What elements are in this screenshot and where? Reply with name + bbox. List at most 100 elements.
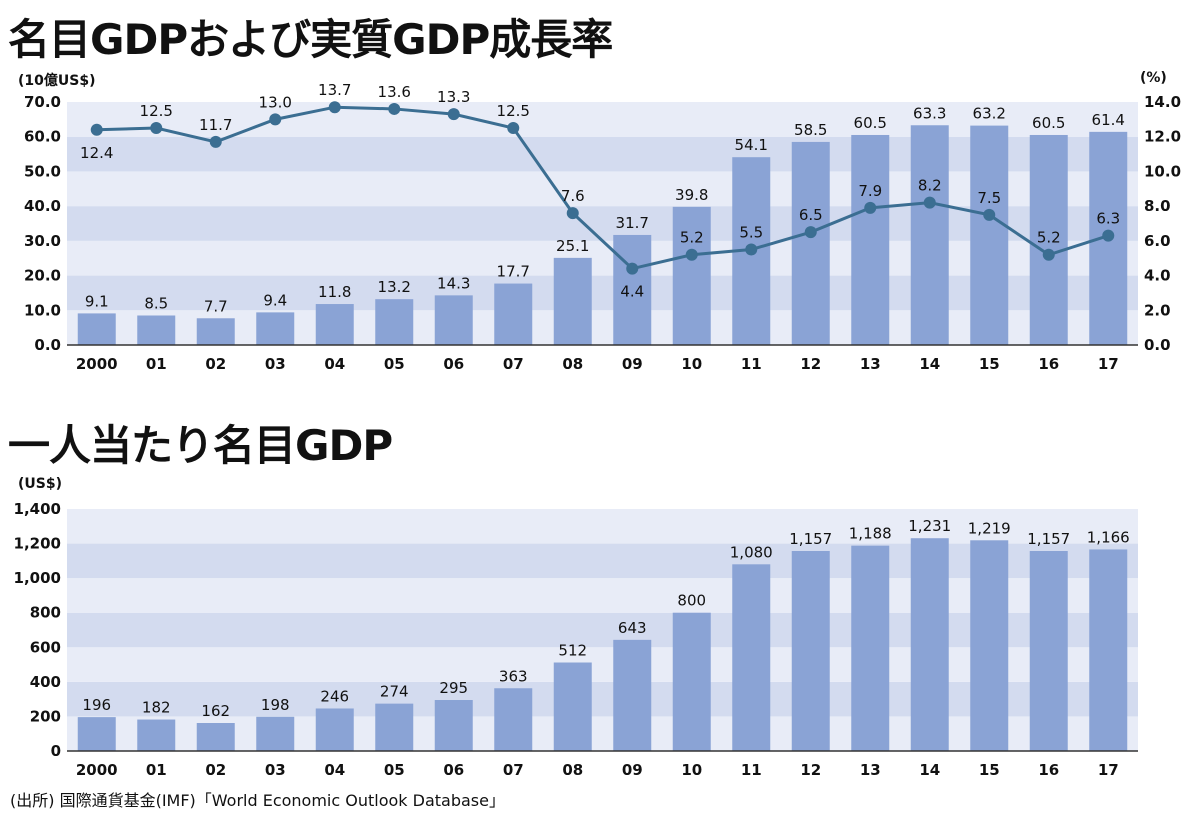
gdp-grid-band bbox=[67, 240, 1138, 276]
per-capita-bar bbox=[910, 538, 949, 751]
per-capita-bar bbox=[791, 551, 830, 751]
growth-rate-data-label: 8.2 bbox=[918, 177, 942, 195]
growth-rate-point bbox=[923, 196, 936, 209]
gdp-bar-data-label: 9.1 bbox=[85, 292, 109, 310]
gdp-x-tick-label: 12 bbox=[800, 355, 821, 373]
per-capita-grid-band bbox=[67, 509, 1138, 544]
gdp-bar-data-label: 25.1 bbox=[556, 237, 589, 255]
right-y-tick-label: 2.0 bbox=[1144, 301, 1171, 319]
per-capita-bar bbox=[970, 540, 1009, 751]
gdp-y-tick-label: 70.0 bbox=[24, 93, 61, 111]
gdp-bar bbox=[137, 315, 176, 345]
per-capita-bar-data-label: 246 bbox=[320, 687, 349, 705]
gdp-x-tick-label: 15 bbox=[979, 355, 1000, 373]
gdp-x-tick-label: 04 bbox=[324, 355, 345, 373]
gdp-bar-data-label: 31.7 bbox=[616, 214, 649, 232]
per-capita-x-tick-label: 04 bbox=[324, 761, 345, 779]
per-capita-x-tick-label: 12 bbox=[800, 761, 821, 779]
gdp-bar bbox=[791, 141, 830, 345]
gdp-bar bbox=[494, 283, 533, 345]
per-capita-x-tick-label: 02 bbox=[205, 761, 226, 779]
gdp-bar bbox=[1029, 134, 1068, 345]
per-capita-bar-data-label: 1,157 bbox=[1027, 530, 1070, 548]
per-capita-bar bbox=[1089, 549, 1128, 751]
gdp-bar-data-label: 63.2 bbox=[973, 105, 1006, 123]
per-capita-axis-unit: (US$) bbox=[18, 476, 62, 492]
per-capita-bar bbox=[672, 612, 711, 751]
per-capita-x-tick-label: 2000 bbox=[76, 761, 118, 779]
gdp-x-tick-label: 01 bbox=[146, 355, 167, 373]
per-capita-x-tick-label: 03 bbox=[265, 761, 286, 779]
per-capita-bar bbox=[77, 717, 116, 751]
growth-rate-point bbox=[150, 122, 163, 135]
gdp-bar-data-label: 60.5 bbox=[854, 114, 887, 132]
gdp-bar-data-label: 63.3 bbox=[913, 104, 946, 122]
gdp-x-tick-label: 09 bbox=[622, 355, 643, 373]
per-capita-bar-data-label: 512 bbox=[558, 641, 587, 659]
gdp-bar bbox=[553, 257, 592, 345]
per-capita-bar-data-label: 196 bbox=[82, 696, 111, 714]
gdp-x-tick-label: 11 bbox=[741, 355, 762, 373]
gdp-bar bbox=[910, 125, 949, 345]
per-capita-bar-data-label: 1,080 bbox=[730, 543, 773, 561]
per-capita-y-tick-label: 200 bbox=[30, 707, 61, 725]
growth-rate-data-label: 7.9 bbox=[858, 182, 882, 200]
per-capita-x-tick-label: 08 bbox=[562, 761, 583, 779]
right-y-tick-label: 0.0 bbox=[1144, 336, 1171, 354]
growth-rate-point bbox=[90, 123, 103, 136]
per-capita-bar-data-label: 1,157 bbox=[789, 530, 832, 548]
gdp-x-tick-label: 03 bbox=[265, 355, 286, 373]
gdp-bar-data-label: 54.1 bbox=[735, 136, 768, 154]
right-y-tick-label: 8.0 bbox=[1144, 197, 1171, 215]
gdp-x-tick-label: 05 bbox=[384, 355, 405, 373]
growth-rate-data-label: 5.2 bbox=[1037, 229, 1061, 247]
per-capita-x-tick-label: 15 bbox=[979, 761, 1000, 779]
per-capita-bar bbox=[613, 639, 652, 751]
growth-rate-data-label: 4.4 bbox=[620, 283, 644, 301]
growth-rate-data-label: 5.2 bbox=[680, 229, 704, 247]
gdp-bar bbox=[434, 295, 473, 345]
per-capita-y-tick-label: 800 bbox=[30, 604, 61, 622]
growth-rate-point bbox=[269, 113, 282, 126]
gdp-bar-data-label: 9.4 bbox=[263, 291, 287, 309]
per-capita-bar bbox=[553, 662, 592, 751]
gdp-bar-data-label: 11.8 bbox=[318, 283, 351, 301]
gdp-grid-band bbox=[67, 310, 1138, 345]
chart-title-per-capita: 一人当たり名目GDP bbox=[8, 421, 393, 470]
chart-title-gdp: 名目GDPおよび実質GDP成長率 bbox=[8, 15, 613, 64]
gdp-x-tick-label: 17 bbox=[1098, 355, 1119, 373]
per-capita-bar bbox=[434, 700, 473, 751]
gdp-bar-data-label: 61.4 bbox=[1092, 111, 1125, 129]
per-capita-x-tick-label: 17 bbox=[1098, 761, 1119, 779]
gdp-x-tick-label: 07 bbox=[503, 355, 524, 373]
per-capita-y-tick-label: 400 bbox=[30, 673, 61, 691]
per-capita-x-tick-label: 06 bbox=[443, 761, 464, 779]
growth-rate-point bbox=[804, 226, 817, 239]
per-capita-x-tick-label: 09 bbox=[622, 761, 643, 779]
gdp-bar-data-label: 14.3 bbox=[437, 274, 470, 292]
per-capita-bar bbox=[256, 716, 295, 751]
growth-rate-point bbox=[685, 248, 698, 261]
gdp-grid-band bbox=[67, 171, 1138, 207]
gdp-bar bbox=[970, 125, 1009, 345]
right-y-tick-label: 6.0 bbox=[1144, 232, 1171, 250]
per-capita-y-tick-label: 600 bbox=[30, 638, 61, 656]
gdp-y-tick-label: 60.0 bbox=[24, 128, 61, 146]
per-capita-bar-data-label: 162 bbox=[201, 702, 230, 720]
per-capita-bar bbox=[732, 564, 771, 751]
growth-rate-point bbox=[745, 243, 758, 256]
gdp-bar bbox=[672, 206, 711, 345]
growth-rate-data-label: 13.6 bbox=[378, 83, 411, 101]
growth-rate-point bbox=[566, 207, 579, 220]
gdp-y-tick-label: 10.0 bbox=[24, 301, 61, 319]
growth-rate-data-label: 6.5 bbox=[799, 206, 823, 224]
per-capita-bar bbox=[137, 719, 176, 751]
per-capita-bar-data-label: 643 bbox=[618, 619, 647, 637]
gdp-y-tick-label: 50.0 bbox=[24, 162, 61, 180]
gdp-y-tick-label: 40.0 bbox=[24, 197, 61, 215]
right-y-tick-label: 10.0 bbox=[1144, 162, 1181, 180]
growth-rate-point bbox=[864, 201, 877, 214]
gdp-bar-data-label: 7.7 bbox=[204, 297, 228, 315]
per-capita-bar-data-label: 363 bbox=[499, 667, 528, 685]
